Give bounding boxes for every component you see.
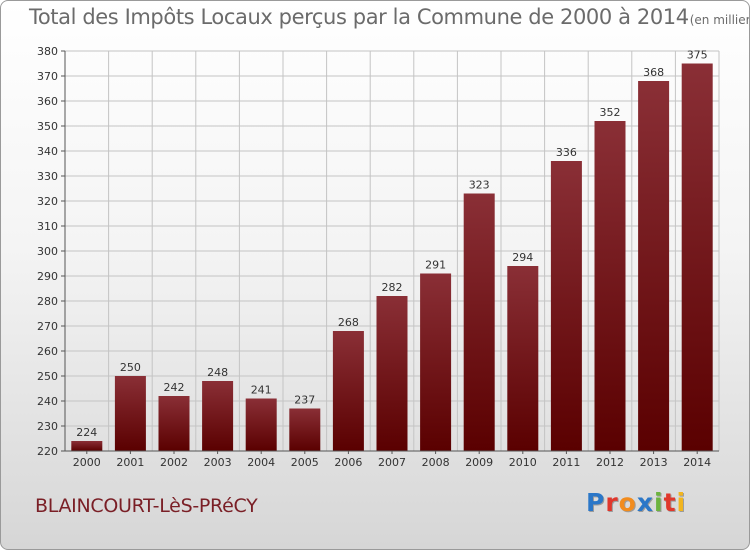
bar-value-label: 268 (338, 316, 359, 329)
y-tick-label: 270 (37, 320, 58, 333)
chart-title: Total des Impôts Locaux perçus par la Co… (29, 5, 749, 29)
bar-value-label: 237 (294, 394, 315, 407)
y-tick-label: 230 (37, 420, 58, 433)
bar-value-label: 368 (643, 66, 664, 79)
x-tick-label: 2005 (291, 456, 319, 469)
bar-value-label: 294 (512, 251, 533, 264)
bar (420, 273, 452, 451)
logo-letter: x (636, 488, 654, 517)
y-tick-label: 260 (37, 345, 58, 358)
logo-letter: r (605, 488, 619, 517)
y-tick-label: 220 (37, 445, 58, 458)
chart-title-unit: (en milliers d'€) (689, 13, 749, 27)
x-tick-label: 2000 (73, 456, 101, 469)
y-tick-label: 360 (37, 95, 58, 108)
bar (638, 81, 670, 451)
bar-value-label: 248 (207, 366, 228, 379)
bar (114, 376, 146, 451)
y-tick-label: 300 (37, 245, 58, 258)
bar (463, 193, 495, 451)
y-tick-label: 310 (37, 220, 58, 233)
x-tick-label: 2010 (509, 456, 537, 469)
bar-value-label: 224 (76, 426, 97, 439)
axes: 220 230 240 250 260 270 280 290 300 310 320 330 340 3… (37, 45, 719, 469)
bar (550, 161, 582, 451)
bar (507, 266, 539, 451)
y-tick-label: 240 (37, 395, 58, 408)
bar (594, 121, 626, 451)
bar-value-label: 291 (425, 259, 446, 272)
x-tick-label: 2013 (640, 456, 668, 469)
x-tick-label: 2012 (596, 456, 624, 469)
x-tick-label: 2002 (160, 456, 188, 469)
logo-letter: i (654, 488, 664, 517)
logo-letter: t (663, 488, 677, 517)
y-tick-label: 340 (37, 145, 58, 158)
y-tick-label: 380 (37, 45, 58, 58)
bar-value-label: 375 (687, 49, 708, 62)
y-tick-label: 320 (37, 195, 58, 208)
bar (332, 331, 364, 451)
x-tick-label: 2001 (116, 456, 144, 469)
bar-value-label: 241 (251, 384, 272, 397)
logo-letter: i (676, 488, 687, 517)
x-tick-label: 2004 (247, 456, 275, 469)
y-tick-label: 350 (37, 120, 58, 133)
y-tick-label: 290 (37, 270, 58, 283)
bar-value-label: 323 (469, 179, 490, 192)
y-tick-label: 280 (37, 295, 58, 308)
x-tick-label: 2006 (334, 456, 362, 469)
bar (376, 296, 408, 451)
commune-name: BLAINCOURT-LèS-PRéCY (35, 495, 258, 517)
x-tick-label: 2003 (204, 456, 232, 469)
bar (158, 396, 190, 451)
y-tick-label: 250 (37, 370, 58, 383)
x-tick-label: 2008 (422, 456, 450, 469)
bar-value-label: 250 (120, 361, 141, 374)
bar-value-label: 336 (556, 146, 577, 159)
y-tick-label: 330 (37, 170, 58, 183)
x-tick-label: 2014 (683, 456, 711, 469)
bar-value-label: 352 (600, 106, 621, 119)
bar (202, 381, 234, 451)
bar (71, 441, 103, 451)
bar-value-label: 282 (382, 281, 403, 294)
chart-title-main: Total des Impôts Locaux perçus par la Co… (29, 5, 689, 29)
logo-letter: P (586, 488, 606, 517)
proxiti-logo: Proxiti (586, 488, 686, 517)
y-tick-label: 370 (37, 70, 58, 83)
logo-letter: o (618, 488, 637, 517)
bar (245, 398, 277, 451)
x-tick-label: 2009 (465, 456, 493, 469)
bars: 224 250 242 248 241 237 268 282 291 323 294 336 352 3… (71, 49, 713, 451)
x-tick-label: 2011 (552, 456, 580, 469)
bar-value-label: 242 (164, 381, 185, 394)
x-tick-label: 2007 (378, 456, 406, 469)
bar (289, 408, 321, 451)
bar (681, 63, 713, 451)
